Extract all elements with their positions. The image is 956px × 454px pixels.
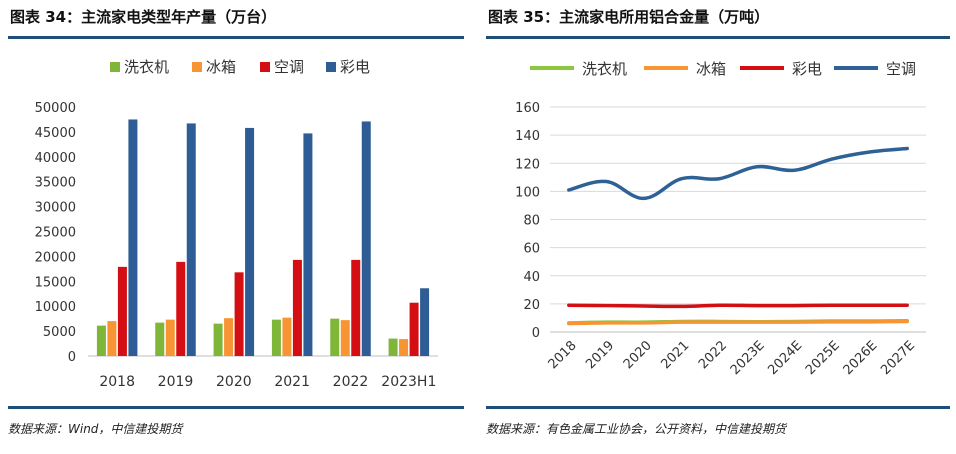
y-tick-label-5: 100: [515, 185, 540, 200]
legend-label-2: 空调: [274, 58, 304, 76]
x-tick-label-6: 2024E: [765, 338, 805, 378]
right-source: 数据来源：有色金属工业协会，公开资料，中信建投期货: [486, 422, 787, 436]
bar-5-0: [388, 338, 398, 356]
x-tick-label-0: 2018: [546, 338, 580, 372]
legend-label-1: 冰箱: [206, 58, 236, 76]
bar-3-3: [303, 133, 313, 356]
bar-0-1: [107, 321, 117, 356]
bar-4-1: [340, 320, 350, 356]
bar-0-2: [117, 266, 127, 356]
left-panel: 图表 34：主流家电类型年产量（万台） 洗衣机 冰箱 空调 彩电 0 5000 10000 1…: [0, 0, 470, 454]
bar-5-3: [420, 288, 430, 356]
bar-1-3: [186, 123, 196, 357]
y-tick-label-6: 30000: [35, 201, 76, 216]
left-source: 数据来源：Wind，中信建投期货: [8, 422, 183, 436]
y-tick-label-1: 20: [523, 298, 540, 313]
legend-swatch-0: [110, 62, 120, 72]
series-line-3: [567, 146, 909, 201]
bar-1-2: [176, 261, 186, 356]
x-tick-label-0: 2018: [99, 374, 135, 390]
y-tick-label-3: 60: [523, 242, 540, 257]
x-tick-label-7: 2025E: [803, 338, 843, 378]
legend-swatch-1: [192, 62, 202, 72]
bar-chart: 洗衣机 冰箱 空调 彩电 0 5000 10000 15000 20000 25000 30000 3…: [35, 58, 438, 390]
x-tick-label-1: 2019: [158, 374, 194, 390]
right-title-rule: [486, 36, 950, 39]
y-tick-label-3: 15000: [35, 275, 76, 290]
bar-4-3: [361, 121, 371, 356]
bar-4-2: [351, 259, 361, 356]
bar-3-0: [271, 319, 281, 356]
series-line-1: [567, 319, 909, 326]
bar-5-2: [409, 302, 419, 356]
legend-label-2: 彩电: [792, 60, 822, 78]
left-title-rule: [8, 36, 464, 39]
bar-1-0: [155, 322, 165, 356]
legend-label-3: 空调: [886, 60, 916, 78]
bar-2-1: [224, 318, 234, 356]
y-tick-label-0: 0: [532, 326, 540, 341]
y-tick-label-4: 20000: [35, 250, 76, 265]
x-tick-label-2: 2020: [216, 374, 252, 390]
y-tick-label-0: 0: [68, 350, 76, 365]
x-tick-label-5: 2023H1: [381, 374, 436, 390]
y-tick-label-8: 160: [515, 101, 540, 116]
y-tick-label-8: 40000: [35, 151, 76, 166]
bar-2-2: [234, 272, 244, 356]
right-panel: 图表 35：主流家电所用铝合金量（万吨） 洗衣机 冰箱 彩电 空调 0 20 40 60 80 1…: [478, 0, 956, 454]
y-tick-label-6: 120: [515, 157, 540, 172]
x-tick-label-2: 2020: [621, 338, 655, 372]
x-tick-label-8: 2026E: [841, 338, 881, 378]
y-tick-label-2: 10000: [35, 300, 76, 315]
x-tick-label-3: 2021: [658, 338, 692, 372]
legend-label-3: 彩电: [340, 58, 370, 76]
legend-label-1: 冰箱: [696, 60, 726, 78]
x-tick-label-1: 2019: [583, 338, 617, 372]
bar-5-1: [399, 339, 409, 356]
legend-label-0: 洗衣机: [124, 58, 169, 76]
legend-swatch-3: [326, 62, 336, 72]
x-tick-label-9: 2027E: [878, 338, 918, 378]
y-tick-label-7: 140: [515, 129, 540, 144]
legend-label-0: 洗衣机: [582, 60, 627, 78]
x-tick-label-5: 2023E: [728, 338, 768, 378]
bar-1-1: [165, 319, 175, 356]
series-line-2: [567, 303, 909, 309]
y-tick-label-7: 35000: [35, 176, 76, 191]
y-tick-label-5: 25000: [35, 226, 76, 241]
y-tick-label-9: 45000: [35, 126, 76, 141]
x-tick-label-4: 2022: [333, 374, 369, 390]
x-tick-label-3: 2021: [274, 374, 310, 390]
y-tick-label-4: 80: [523, 214, 540, 229]
left-chart-title: 图表 34：主流家电类型年产量（万台）: [10, 8, 277, 26]
bar-3-1: [282, 317, 292, 356]
left-bottom-rule: [8, 406, 464, 409]
bar-2-0: [213, 323, 223, 356]
bar-2-3: [245, 127, 255, 356]
y-tick-label-2: 40: [523, 270, 540, 285]
bar-4-0: [330, 318, 340, 356]
bar-0-3: [128, 119, 138, 356]
y-tick-label-1: 5000: [43, 325, 76, 340]
y-tick-label-10: 50000: [35, 101, 76, 116]
bar-0-0: [96, 325, 106, 356]
right-bottom-rule: [486, 406, 950, 409]
right-chart-title: 图表 35：主流家电所用铝合金量（万吨）: [488, 8, 770, 26]
legend-swatch-2: [260, 62, 270, 72]
bar-3-2: [292, 259, 302, 356]
x-tick-label-4: 2022: [696, 338, 730, 372]
